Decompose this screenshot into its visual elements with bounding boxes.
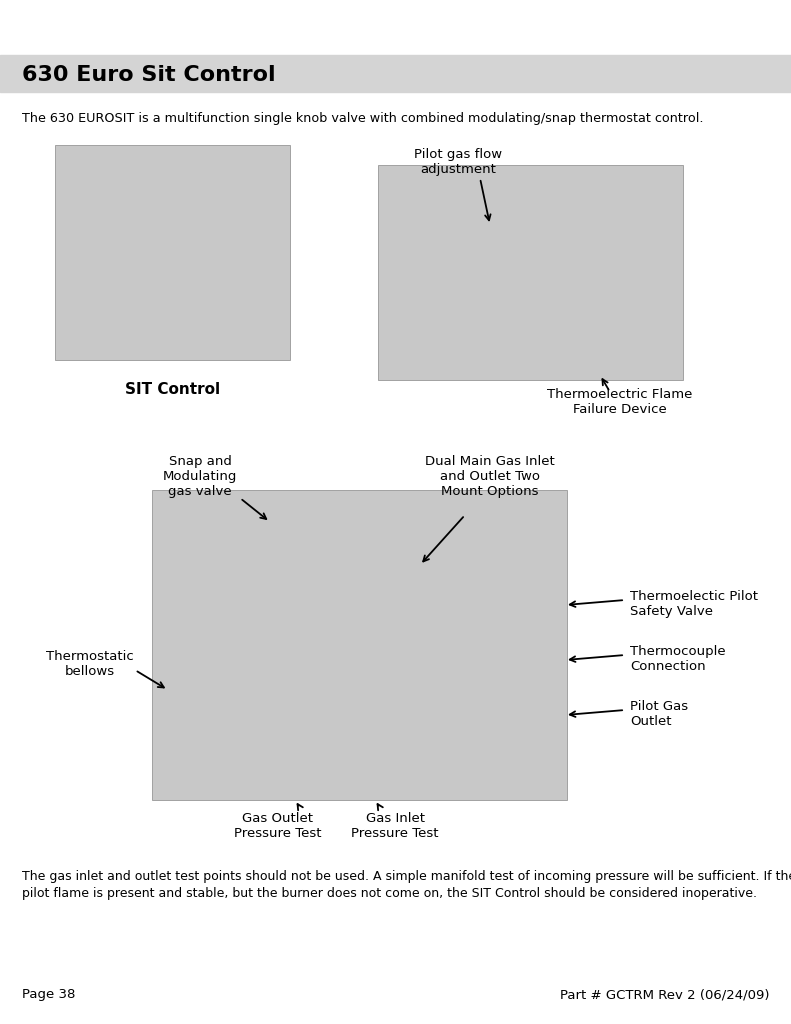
Text: Pilot gas flow
adjustment: Pilot gas flow adjustment bbox=[414, 148, 502, 176]
Bar bbox=[0, 55, 791, 92]
Text: Dual Main Gas Inlet
and Outlet Two
Mount Options: Dual Main Gas Inlet and Outlet Two Mount… bbox=[425, 455, 554, 498]
Text: Gas Inlet
Pressure Test: Gas Inlet Pressure Test bbox=[351, 812, 439, 840]
Text: Part # GCTRM Rev 2 (06/24/09): Part # GCTRM Rev 2 (06/24/09) bbox=[559, 988, 769, 1001]
Text: Thermocouple
Connection: Thermocouple Connection bbox=[630, 645, 725, 673]
Text: Pilot Gas
Outlet: Pilot Gas Outlet bbox=[630, 700, 688, 728]
Text: SIT Control: SIT Control bbox=[125, 382, 220, 397]
Text: Page 38: Page 38 bbox=[22, 988, 75, 1001]
Text: pilot flame is present and stable, but the burner does not come on, the SIT Cont: pilot flame is present and stable, but t… bbox=[22, 887, 757, 900]
Text: The gas inlet and outlet test points should not be used. A simple manifold test : The gas inlet and outlet test points sho… bbox=[22, 870, 791, 883]
Text: Thermostatic
bellows: Thermostatic bellows bbox=[46, 650, 134, 678]
Text: Snap and
Modulating
gas valve: Snap and Modulating gas valve bbox=[163, 455, 237, 498]
Text: The 630 EUROSIT is a multifunction single knob valve with combined modulating/sn: The 630 EUROSIT is a multifunction singl… bbox=[22, 112, 703, 125]
Bar bbox=[378, 165, 683, 380]
Text: Thermoelectic Pilot
Safety Valve: Thermoelectic Pilot Safety Valve bbox=[630, 590, 758, 618]
Text: Gas Outlet
Pressure Test: Gas Outlet Pressure Test bbox=[234, 812, 322, 840]
Text: Thermoelectric Flame
Failure Device: Thermoelectric Flame Failure Device bbox=[547, 388, 693, 416]
Text: 630 Euro Sit Control: 630 Euro Sit Control bbox=[22, 65, 275, 85]
Bar bbox=[55, 145, 290, 360]
Bar bbox=[152, 490, 567, 800]
